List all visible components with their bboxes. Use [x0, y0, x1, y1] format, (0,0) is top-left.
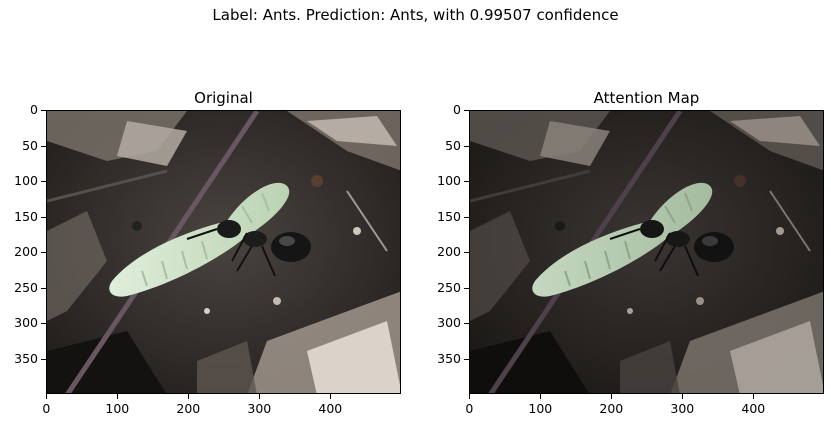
right-xtick-label: 100	[528, 401, 553, 416]
right-ytick-mark	[464, 110, 469, 112]
left-xtick-mark	[46, 394, 48, 399]
left-ytick-mark	[41, 145, 46, 147]
left-xtick-label: 200	[176, 401, 201, 416]
left-xtick-mark	[117, 394, 119, 399]
left-ytick-mark	[41, 216, 46, 218]
left-ytick-label: 150	[14, 208, 38, 224]
left-ytick-label: 50	[22, 137, 38, 153]
right-ytick-mark	[464, 287, 469, 289]
right-xtick-label: 300	[670, 401, 695, 416]
right-ytick-mark	[464, 323, 469, 325]
right-ytick-label: 50	[445, 137, 461, 153]
left-ytick-label: 300	[14, 315, 38, 331]
left-ytick-mark	[41, 287, 46, 289]
right-ytick-mark	[464, 181, 469, 183]
right-ytick-label: 0	[453, 102, 461, 118]
right-ytick-mark	[464, 252, 469, 254]
left-ytick-mark	[41, 323, 46, 325]
left-ytick-label: 350	[14, 350, 38, 366]
right-ytick-mark	[464, 358, 469, 360]
left-xtick-label: 400	[318, 401, 343, 416]
left-xtick-mark	[188, 394, 190, 399]
left-xtick-mark	[259, 394, 261, 399]
left-xtick-label: 300	[247, 401, 272, 416]
right-xtick-mark	[682, 394, 684, 399]
left-ytick-mark	[41, 252, 46, 254]
left-ytick-mark	[41, 358, 46, 360]
panel-title-attention-map: Attention Map	[593, 89, 700, 107]
left-xtick-label: 0	[42, 401, 51, 416]
left-ytick-label: 200	[14, 244, 38, 260]
right-xtick-label: 400	[741, 401, 766, 416]
right-ytick-label: 150	[437, 208, 461, 224]
right-xtick-mark	[753, 394, 755, 399]
left-ytick-mark	[41, 110, 46, 112]
right-ytick-label: 300	[437, 315, 461, 331]
right-xtick-mark	[469, 394, 471, 399]
left-xtick-mark	[330, 394, 332, 399]
right-ytick-label: 200	[437, 244, 461, 260]
right-ytick-label: 250	[437, 279, 461, 295]
right-xtick-label: 200	[599, 401, 624, 416]
attention-photo	[470, 111, 823, 393]
panel-title-original: Original	[194, 89, 253, 107]
left-ytick-label: 250	[14, 279, 38, 295]
left-ytick-mark	[41, 181, 46, 183]
left-xtick-label: 100	[105, 401, 130, 416]
right-xtick-mark	[611, 394, 613, 399]
right-ytick-mark	[464, 216, 469, 218]
right-ytick-mark	[464, 145, 469, 147]
left-ytick-label: 100	[14, 173, 38, 189]
original-image	[46, 110, 401, 394]
right-xtick-label: 0	[465, 401, 474, 416]
right-xtick-mark	[540, 394, 542, 399]
right-ytick-label: 350	[437, 350, 461, 366]
attention-map-image	[469, 110, 824, 394]
right-ytick-label: 100	[437, 173, 461, 189]
figure-suptitle: Label: Ants. Prediction: Ants, with 0.99…	[212, 6, 619, 24]
left-ytick-label: 0	[30, 102, 38, 118]
original-photo	[47, 111, 400, 393]
